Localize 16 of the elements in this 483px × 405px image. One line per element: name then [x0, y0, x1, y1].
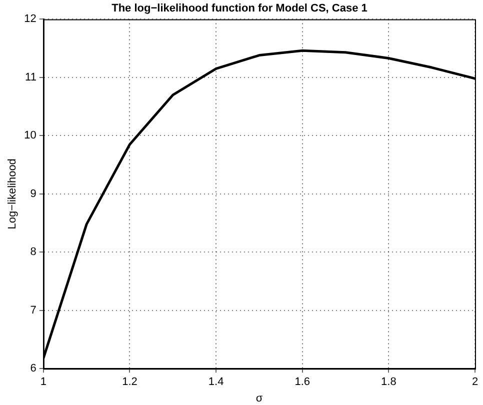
x-tick-label: 1.4 [208, 376, 224, 388]
y-axis-title: Log−likelihood [6, 158, 19, 230]
chart-title: The log−likelihood function for Model CS, Case 1 [112, 2, 368, 15]
y-tick-label: 7 [30, 304, 36, 316]
x-tick-label: 1.8 [381, 376, 396, 388]
x-tick-label: 1 [40, 376, 46, 388]
x-tick-label: 1.6 [294, 376, 310, 388]
y-tick-label: 11 [25, 71, 36, 84]
y-tick-label: 10 [24, 130, 36, 142]
x-tick-label: 1.2 [122, 376, 138, 388]
y-tick-label: 8 [30, 246, 36, 258]
y-tick-label: 9 [30, 188, 36, 200]
x-tick-label: 2 [472, 376, 478, 388]
y-tick-label: 12 [24, 13, 36, 26]
x-axis-title: σ [256, 392, 263, 404]
y-tick-label: 6 [30, 362, 36, 375]
